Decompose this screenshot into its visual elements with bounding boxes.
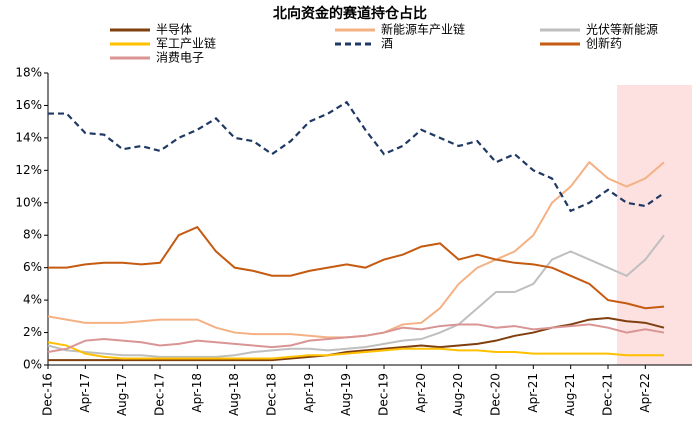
y-tick-label: 16% <box>15 98 42 112</box>
series-line <box>47 160 665 339</box>
y-tick-label: 12% <box>15 163 42 177</box>
x-tick-label: Apr-17 <box>78 373 92 413</box>
y-tick-label: 6% <box>23 260 42 274</box>
y-tick-label: 10% <box>15 195 42 209</box>
x-tick-label: Aug-19 <box>339 373 353 416</box>
y-tick-label: 8% <box>23 228 42 242</box>
x-tick-label: Dec-19 <box>377 373 391 416</box>
legend-label: 军工产业链 <box>156 36 216 51</box>
highlight-region <box>617 85 692 365</box>
x-tick-label: Dec-21 <box>601 373 615 416</box>
x-tick-label: Apr-19 <box>302 373 316 413</box>
y-tick-label: 4% <box>23 293 42 307</box>
x-tick-label: Aug-18 <box>227 373 241 416</box>
legend-label: 光伏等新能源 <box>586 22 658 37</box>
series-line <box>48 100 665 213</box>
x-tick-label: Dec-20 <box>489 373 503 416</box>
series-line <box>48 225 665 310</box>
x-tick-label: Aug-20 <box>451 373 465 416</box>
x-tick-label: Apr-22 <box>638 373 652 413</box>
x-tick-label: Aug-21 <box>563 373 577 416</box>
series-line <box>47 234 665 358</box>
legend-label: 酒 <box>381 37 393 51</box>
chart-title: 北向资金的赛道持仓占比 <box>273 5 427 22</box>
legend-label: 新能源车产业链 <box>381 22 465 37</box>
x-tick-label: Apr-18 <box>190 373 204 413</box>
legend-label: 创新药 <box>586 36 622 51</box>
y-tick-label: 18% <box>15 66 42 80</box>
legend-label: 半导体 <box>156 23 192 37</box>
x-tick-label: Dec-17 <box>153 373 167 416</box>
y-tick-label: 2% <box>23 325 42 339</box>
x-tick-label: Aug-17 <box>115 373 129 416</box>
x-tick-label: Apr-20 <box>414 373 428 413</box>
y-tick-label: 14% <box>15 130 42 144</box>
x-tick-label: Dec-18 <box>265 373 279 416</box>
legend-label: 消费电子 <box>156 51 204 65</box>
y-tick-label: 0% <box>23 358 42 372</box>
x-tick-label: Apr-21 <box>526 373 540 413</box>
x-tick-label: Dec-16 <box>41 373 55 416</box>
series-line <box>47 323 665 354</box>
series-line <box>47 341 664 360</box>
